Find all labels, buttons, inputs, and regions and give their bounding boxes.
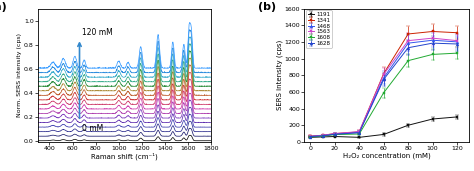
Text: (a): (a) bbox=[0, 2, 7, 12]
Text: 0 mM: 0 mM bbox=[82, 124, 103, 133]
Legend: 1191, 1341, 1468, 1563, 1608, 1628: 1191, 1341, 1468, 1563, 1608, 1628 bbox=[306, 10, 332, 48]
Y-axis label: Norm. SERS intensity (cps): Norm. SERS intensity (cps) bbox=[18, 33, 22, 117]
Text: (b): (b) bbox=[258, 2, 276, 12]
Y-axis label: SERS intensity (cps): SERS intensity (cps) bbox=[276, 40, 283, 110]
Text: 120 mM: 120 mM bbox=[82, 28, 112, 37]
X-axis label: H₂O₂ concentration (mM): H₂O₂ concentration (mM) bbox=[343, 153, 430, 159]
X-axis label: Raman shift (cm⁻¹): Raman shift (cm⁻¹) bbox=[91, 153, 158, 160]
